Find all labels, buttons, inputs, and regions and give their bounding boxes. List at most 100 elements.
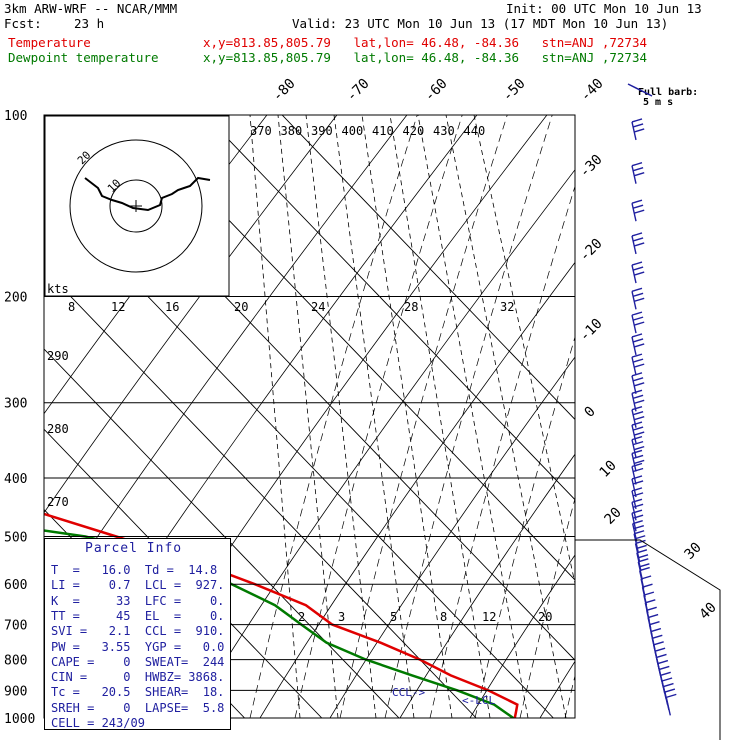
parcel-info-row: CAPE = 0 SWEAT= 244 <box>51 654 225 669</box>
wind-barb-flag <box>639 563 650 568</box>
temperature-tick-label: 20 <box>602 505 625 528</box>
mixing-ratio-label: 8 <box>68 300 75 314</box>
wind-barb-flag <box>633 530 645 535</box>
wind-barb-flag <box>636 544 647 550</box>
wind-barb-flag <box>631 199 643 204</box>
wind-barb-flag <box>661 677 673 682</box>
wind-barb-flag <box>633 209 645 214</box>
wind-barb-flag <box>659 665 670 671</box>
theta-label: 440 <box>464 124 486 138</box>
mixing-ratio-line <box>361 115 453 718</box>
temperature-tick-label: -30 <box>577 152 606 181</box>
wind-barb-flag <box>647 613 659 619</box>
mixing-ratio-line <box>305 115 377 718</box>
barb-panel-outline <box>575 539 721 740</box>
mixing-ratio-line <box>417 115 529 718</box>
wind-barb <box>631 375 637 394</box>
hodograph-trace <box>84 176 211 212</box>
wind-barb-flag <box>633 459 645 465</box>
wind-barb-flag <box>633 343 645 348</box>
mixing-ratio-label: 16 <box>165 300 179 314</box>
isobar-label: 300 <box>4 397 27 412</box>
wind-barb <box>631 453 637 472</box>
wind-barb-flag <box>632 454 644 460</box>
isotherm-line <box>44 268 477 718</box>
temperature-tick-label: 0 <box>582 404 599 421</box>
isotherm-line <box>204 115 575 501</box>
theta-label: 390 <box>311 124 333 138</box>
wind-barb-flag <box>633 382 645 387</box>
lcl-annotation: <-LCL <box>462 694 495 707</box>
mixing-ratio-line <box>473 115 575 586</box>
wind-barb-flag <box>631 389 643 394</box>
wind-barb-flag <box>643 591 655 596</box>
temperature-tick-label: -20 <box>577 236 606 265</box>
wind-barb-flag <box>632 492 644 497</box>
mixing-ratio-label: 32 <box>500 300 514 314</box>
wind-barb-flag <box>631 162 643 167</box>
wind-barb-flag <box>633 524 645 530</box>
wind-barb-flag <box>632 358 644 363</box>
parcel-info-row: CIN = 0 HWBZ= 3868. <box>51 670 225 685</box>
wind-barb-flag <box>632 167 644 172</box>
wind-barb-flag <box>632 338 644 343</box>
wind-barb <box>631 356 637 376</box>
dry-adiabat-label: 270 <box>47 495 69 509</box>
wind-barb-flag <box>631 487 643 492</box>
wind-barb-flag <box>666 693 677 699</box>
wind-barb-flag <box>653 641 664 646</box>
wind-barb-flag <box>633 363 645 368</box>
isobar-label: 700 <box>4 619 27 634</box>
temperature-tick-label: -10 <box>577 316 606 345</box>
wind-barb-flag <box>633 415 645 421</box>
wind-barb-flag <box>633 399 645 404</box>
wind-barb-flag <box>631 372 643 377</box>
wind-barb-flag <box>636 549 648 554</box>
isobar-label: 600 <box>4 578 27 593</box>
wind-barb-flag <box>632 519 643 525</box>
mixing-ratio-label: 3 <box>338 610 345 624</box>
theta-label: 430 <box>433 124 455 138</box>
init-time: Init: 00 UTC Mon 10 Jun 13 <box>506 1 702 16</box>
wind-barb-flag <box>632 377 644 382</box>
wind-barb-flag <box>656 653 667 659</box>
wind-barb-flag <box>635 539 646 545</box>
wind-barb-flag <box>631 405 643 411</box>
wind-barb-flag <box>633 431 645 436</box>
dry-adiabat-label: 280 <box>47 422 69 436</box>
wind-barb-flag <box>657 659 669 665</box>
wind-barb-column: Full barb:5 m s <box>627 83 698 716</box>
mixing-ratio-label: 8 <box>440 610 447 624</box>
hodograph-units-label: kts <box>47 282 69 296</box>
parcel-info-row: TT = 45 EL = 0. <box>51 608 225 623</box>
wind-barb-flag <box>632 426 644 431</box>
forecast-hour: 23 h <box>74 16 105 31</box>
wind-barb <box>631 121 637 141</box>
valid-time: Valid: 23 UTC Mon 10 Jun 13 (17 MDT Mon … <box>292 16 669 31</box>
parcel-info-panel: Parcel Info T = 16.0 Td = 14.8 LI = 0.7 L… <box>44 538 231 730</box>
theta-label: 420 <box>403 124 425 138</box>
wind-barb-flag <box>633 321 645 326</box>
wind-barb-flag <box>631 333 643 338</box>
parcel-info-row: CELL = 243/09 <box>51 716 145 730</box>
dry-adiabat-line <box>44 115 408 618</box>
wind-barb <box>631 439 637 458</box>
wind-barb-flag <box>632 480 644 485</box>
wind-barb-flag <box>632 440 644 446</box>
wind-barb-flag <box>639 566 650 572</box>
wind-barb-flag <box>660 671 671 676</box>
wind-barb-flag <box>652 634 663 639</box>
barb-legend-units: 5 m s <box>643 97 673 108</box>
parcel-info-row: PW = 3.55 YGP = 0.0 <box>51 639 225 654</box>
barb-legend-title: Full barb: <box>638 87 698 98</box>
mixing-ratio-label: 12 <box>111 300 125 314</box>
isobar-label: 200 <box>4 291 27 306</box>
forecast-label: Fcst: <box>4 16 42 31</box>
hodograph-ring <box>69 139 203 273</box>
wind-barb <box>631 478 637 498</box>
wind-barb-flag <box>632 503 644 508</box>
wind-barb-flag <box>649 620 660 626</box>
wind-barb-flag <box>664 688 676 693</box>
wind-barb-flag <box>663 682 674 688</box>
